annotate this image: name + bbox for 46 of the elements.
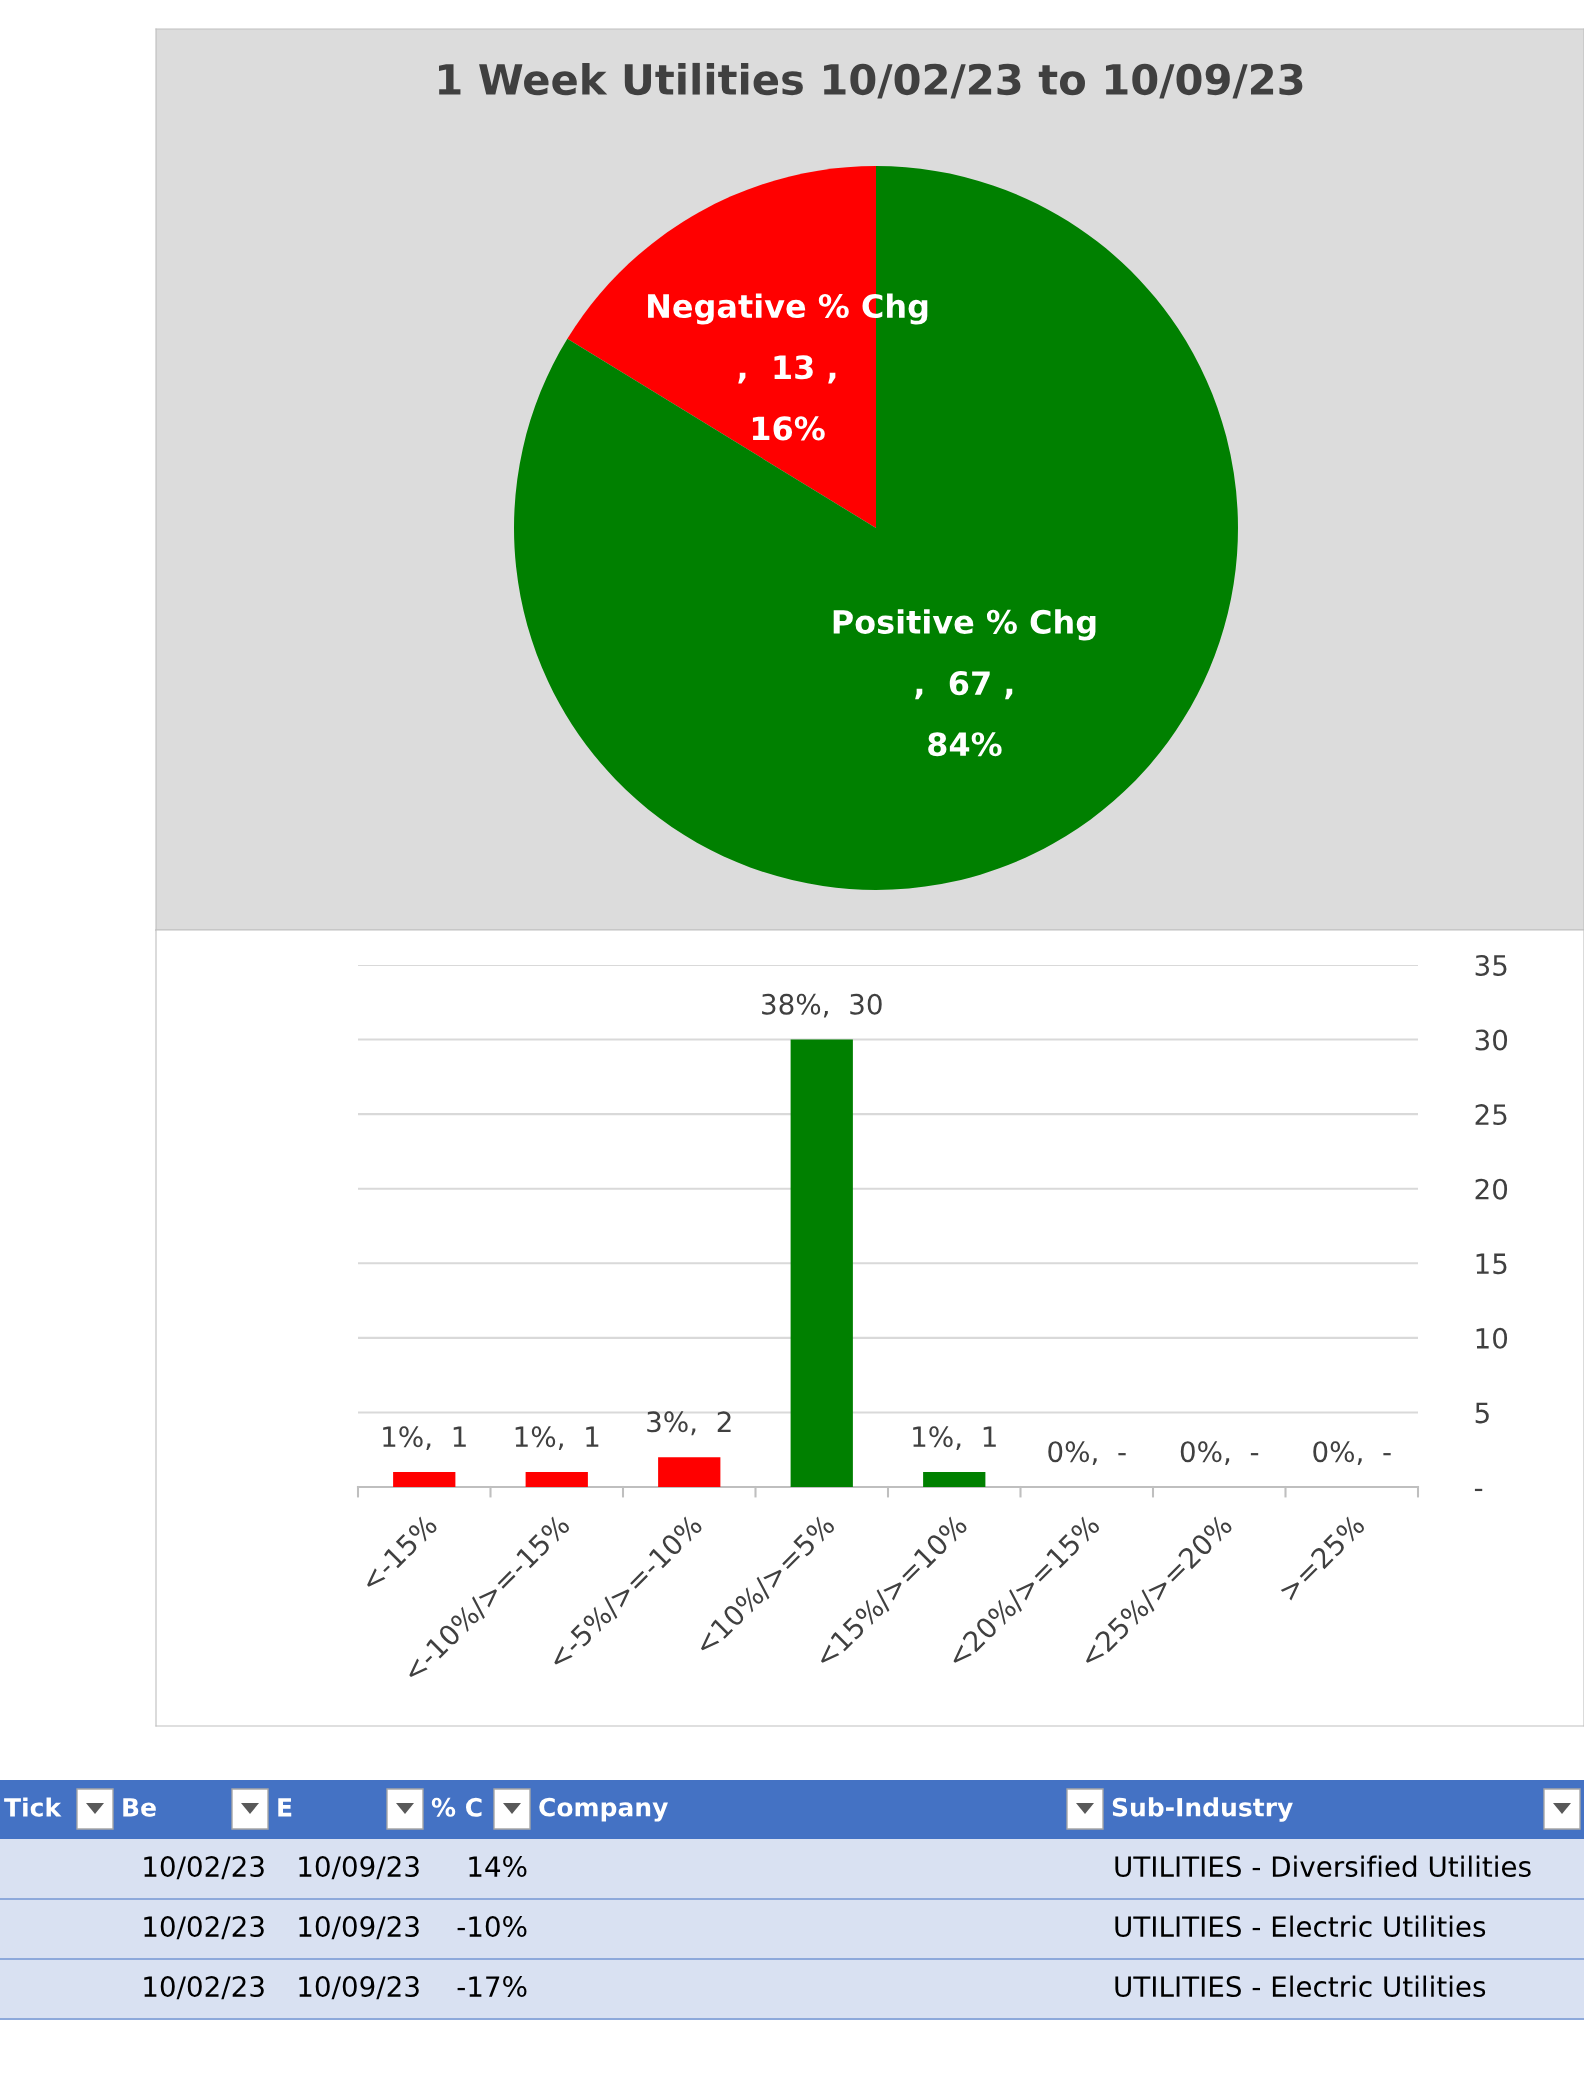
category-label: E [278, 1798, 292, 1817]
bar [525, 1472, 588, 1487]
text: 16% [752, 416, 825, 441]
category-label: Company [539, 1797, 668, 1822]
y-tick-label: 20 [1475, 1178, 1508, 1200]
y-tick-label: 30 [1475, 1029, 1508, 1051]
text: 14% [469, 1856, 527, 1878]
category-label: Tick [4, 1797, 62, 1817]
text: 10/09/23 [299, 1916, 419, 1940]
data-label: , 67 , [915, 671, 1013, 700]
bar [658, 1457, 721, 1487]
text: UTILITIES - Electric Utilities [1115, 1915, 1486, 1938]
y-tick-label: 35 [1475, 954, 1507, 976]
text: 10/02/23 [144, 1856, 264, 1880]
data-label: 38%, 30 [762, 993, 882, 1018]
pie-slice [514, 166, 1238, 890]
category-label: Be [123, 1798, 156, 1817]
data-label: 0%, - [1048, 1441, 1126, 1466]
y-tick-label: 15 [1476, 1253, 1507, 1275]
bar [923, 1472, 986, 1487]
y-tick-label: 5 [1475, 1402, 1489, 1424]
text: -10% [457, 1916, 527, 1938]
text: UTILITIES - Electric Utilities [1115, 1975, 1486, 1998]
text: 10/09/23 [299, 1856, 419, 1880]
bar [790, 1039, 853, 1487]
text: 10/09/23 [299, 1976, 419, 2000]
data-label: 1%, 1 [515, 1426, 599, 1451]
category-label: Sub-Industry [1112, 1797, 1293, 1822]
text: -17% [457, 1976, 527, 1998]
text: UTILITIES - Diversified Utilities [1115, 1855, 1531, 1878]
data-label: 1%, 1 [913, 1426, 996, 1451]
bar [393, 1472, 456, 1487]
chart-title: 1 Week Utilities 10/02/23 to 10/09/23 [439, 62, 1303, 99]
slice-label: Positive % Chg [833, 609, 1096, 641]
data-label: 3%, 2 [647, 1411, 731, 1436]
y-tick-label: 10 [1476, 1327, 1508, 1349]
text: 10/02/23 [144, 1976, 264, 2000]
text: 84% [928, 732, 1002, 757]
y-tick-label: 25 [1475, 1104, 1507, 1126]
data-label: 0%, - [1180, 1441, 1259, 1466]
y-tick-label: - [1474, 1488, 1483, 1492]
text: 10/02/23 [144, 1916, 264, 1940]
data-label: 0%, - [1313, 1441, 1391, 1466]
data-label: , 13 , [738, 355, 836, 384]
data-label: 1%, 1 [383, 1426, 466, 1451]
category-label: % C [431, 1797, 482, 1817]
